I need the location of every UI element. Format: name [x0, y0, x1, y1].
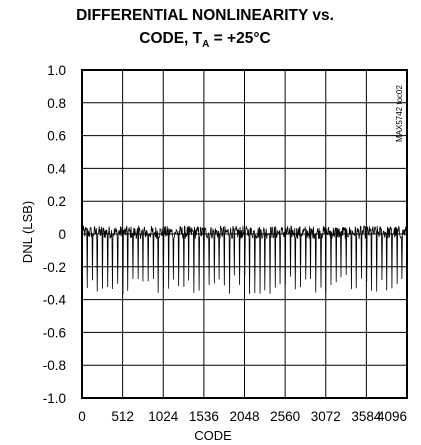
y-axis-label: DNL (LSB) — [20, 201, 35, 263]
chart-title-prefix: CODE, T — [139, 30, 202, 47]
y-tick-label: -1.0 — [43, 391, 66, 406]
y-tick-labels: 1.0 0.8 0.6 0.4 0.2 0 -0.2 -0.4 -0.6 -0.8 -1.0 — [43, 63, 67, 406]
x-tick-label: 3584 — [351, 409, 382, 424]
x-tick-label: 512 — [111, 409, 134, 424]
x-tick-label: 1536 — [189, 409, 219, 424]
x-tick-label: 2048 — [229, 409, 259, 424]
dnl-trace — [81, 225, 408, 295]
y-tick-label: 0.2 — [47, 194, 66, 209]
dnl-series — [81, 225, 408, 295]
x-tick-label: 2560 — [270, 409, 300, 424]
plot-frame — [81, 69, 408, 399]
grid-lines — [81, 69, 408, 399]
y-tick-label: -0.2 — [43, 260, 66, 275]
y-tick-label: 1.0 — [47, 63, 66, 78]
x-tick-label: 4096 — [377, 409, 407, 424]
chart-title-line2: CODE, TA = +25°C — [139, 30, 270, 50]
y-tick-label: 0.8 — [47, 96, 66, 111]
x-tick-label: 3072 — [311, 409, 341, 424]
chart-title-line1: DIFFERENTIAL NONLINEARITY vs. — [76, 7, 334, 24]
figure-code: MAX5742 toc02 — [395, 85, 404, 142]
chart-title-suffix: = +25°C — [209, 30, 270, 47]
y-tick-label: 0.4 — [47, 161, 66, 176]
x-axis-label: CODE — [194, 428, 232, 443]
chart-title-subscript: A — [202, 39, 209, 50]
y-tick-label: 0 — [58, 227, 66, 242]
x-tick-label: 0 — [78, 409, 86, 424]
x-tick-label: 1024 — [148, 409, 179, 424]
y-tick-label: -0.4 — [43, 293, 67, 308]
y-tick-label: -0.6 — [43, 325, 66, 340]
y-tick-label: 0.6 — [47, 129, 66, 144]
y-tick-label: -0.8 — [43, 358, 66, 373]
